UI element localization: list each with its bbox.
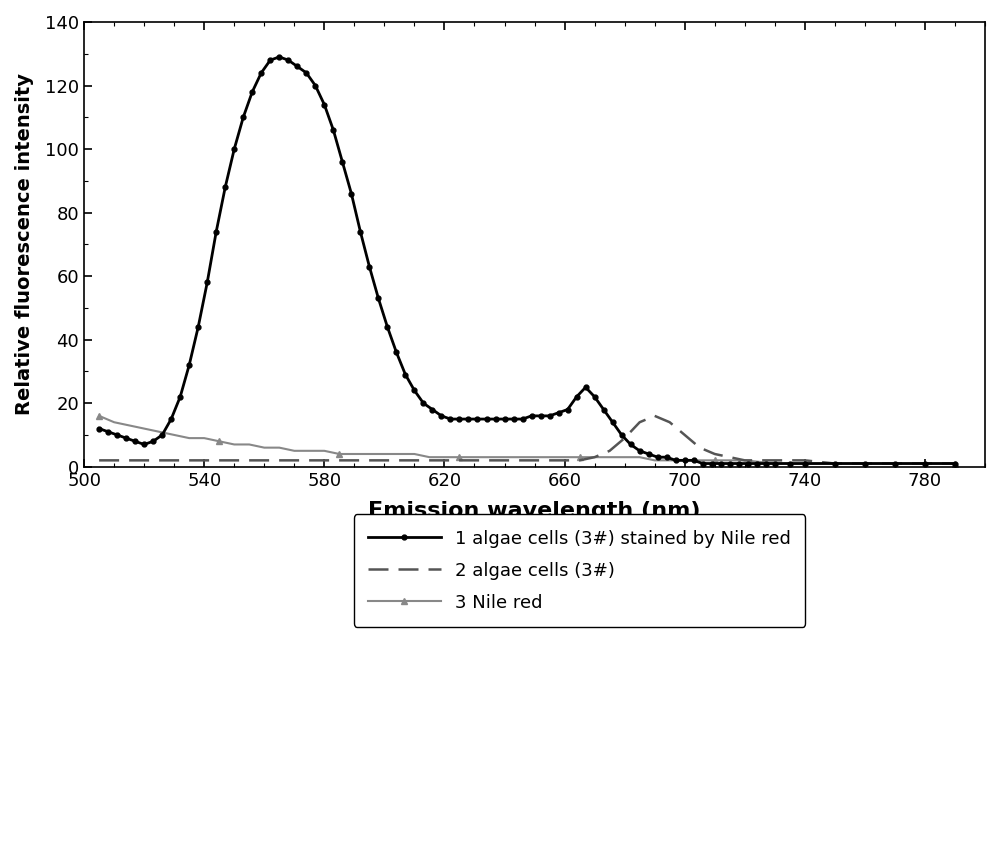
2 algae cells (3#): [333, 455, 345, 466]
3 Nile red: [468, 452, 480, 462]
3 Nile red: [123, 421, 135, 431]
2 algae cells (3#): [634, 417, 646, 427]
3 Nile red: [153, 427, 165, 437]
2 algae cells (3#): [258, 455, 270, 466]
3 Nile red: [453, 452, 465, 462]
3 Nile red: [108, 417, 120, 427]
3 Nile red: [649, 455, 661, 466]
3 Nile red: [168, 430, 180, 440]
1 algae cells (3#) stained by Nile red: [634, 446, 646, 456]
2 algae cells (3#): [318, 455, 330, 466]
3 Nile red: [829, 459, 841, 469]
3 Nile red: [634, 452, 646, 462]
3 Nile red: [273, 443, 285, 453]
3 Nile red: [769, 459, 781, 469]
3 Nile red: [559, 452, 571, 462]
1 algae cells (3#) stained by Nile red: [138, 439, 150, 449]
3 Nile red: [258, 443, 270, 453]
3 Nile red: [544, 452, 556, 462]
3 Nile red: [889, 459, 901, 469]
2 algae cells (3#): [919, 459, 931, 469]
3 Nile red: [438, 452, 450, 462]
Legend: 1 algae cells (3#) stained by Nile red, 2 algae cells (3#), 3 Nile red: 1 algae cells (3#) stained by Nile red, …: [354, 515, 805, 627]
3 Nile red: [574, 452, 586, 462]
2 algae cells (3#): [949, 459, 961, 469]
3 Nile red: [243, 439, 255, 449]
3 Nile red: [949, 459, 961, 469]
3 Nile red: [589, 452, 601, 462]
Line: 2 algae cells (3#): 2 algae cells (3#): [99, 416, 955, 464]
3 Nile red: [484, 452, 496, 462]
3 Nile red: [739, 455, 751, 466]
Line: 1 algae cells (3#) stained by Nile red: 1 algae cells (3#) stained by Nile red: [97, 54, 957, 466]
3 Nile red: [919, 459, 931, 469]
1 algae cells (3#) stained by Nile red: [246, 86, 258, 97]
3 Nile red: [303, 446, 315, 456]
2 algae cells (3#): [829, 459, 841, 469]
Y-axis label: Relative fluorescence intensity: Relative fluorescence intensity: [15, 73, 34, 416]
3 Nile red: [664, 455, 676, 466]
1 algae cells (3#) stained by Nile red: [697, 459, 709, 469]
1 algae cells (3#) stained by Nile red: [679, 455, 691, 466]
3 Nile red: [213, 436, 225, 446]
3 Nile red: [679, 455, 691, 466]
3 Nile red: [198, 433, 210, 444]
3 Nile red: [408, 449, 420, 459]
3 Nile red: [859, 459, 871, 469]
3 Nile red: [423, 452, 435, 462]
3 Nile red: [288, 446, 300, 456]
3 Nile red: [318, 446, 330, 456]
3 Nile red: [514, 452, 526, 462]
1 algae cells (3#) stained by Nile red: [273, 52, 285, 62]
1 algae cells (3#) stained by Nile red: [949, 459, 961, 469]
2 algae cells (3#): [649, 410, 661, 421]
3 Nile red: [799, 459, 811, 469]
3 Nile red: [709, 455, 721, 466]
3 Nile red: [228, 439, 240, 449]
3 Nile red: [138, 423, 150, 433]
3 Nile red: [529, 452, 541, 462]
3 Nile red: [604, 452, 616, 462]
Line: 3 Nile red: 3 Nile red: [96, 412, 958, 467]
3 Nile red: [499, 452, 511, 462]
3 Nile red: [393, 449, 405, 459]
3 Nile red: [619, 452, 631, 462]
2 algae cells (3#): [93, 455, 105, 466]
1 algae cells (3#) stained by Nile red: [201, 277, 213, 287]
3 Nile red: [363, 449, 375, 459]
3 Nile red: [183, 433, 195, 444]
1 algae cells (3#) stained by Nile red: [93, 423, 105, 433]
3 Nile red: [378, 449, 390, 459]
3 Nile red: [93, 410, 105, 421]
2 algae cells (3#): [589, 452, 601, 462]
X-axis label: Emission wavelength (nm): Emission wavelength (nm): [368, 500, 701, 521]
1 algae cells (3#) stained by Nile red: [544, 410, 556, 421]
3 Nile red: [348, 449, 360, 459]
3 Nile red: [333, 449, 345, 459]
